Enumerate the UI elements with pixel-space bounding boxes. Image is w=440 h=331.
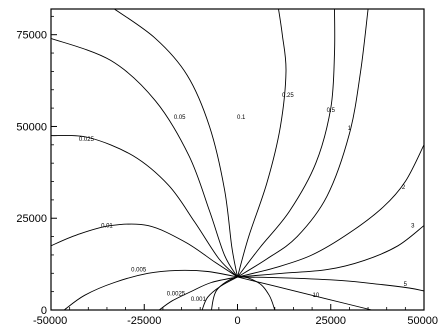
y-tick-label: 75000 [16, 30, 47, 42]
contour-label-0-01: 0.01 [101, 223, 113, 229]
plot-frame [50, 8, 425, 311]
contour-label-2: 2 [402, 185, 406, 191]
contour-line-10 [237, 276, 372, 310]
contour-label-0-025: 0.025 [79, 137, 95, 143]
contour-label-0-005: 0.005 [131, 267, 147, 273]
contour-labels-group: 0.001 0.0025 0.005 0.01 0.025 0.05 0.1 0.25 0.5 1… [79, 93, 415, 303]
near-source-curve [210, 276, 276, 310]
contour-label-5: 5 [404, 282, 408, 288]
contour-label-0-25: 0.25 [282, 93, 294, 99]
contour-line-0-01 [51, 223, 238, 278]
y-axis: 0 25000 50000 75000 [16, 15, 57, 317]
x-tick-label: -25000 [127, 315, 161, 327]
contour-line-0-05 [51, 37, 238, 278]
contour-line-0-0025 [158, 276, 238, 310]
contour-label-3: 3 [411, 223, 415, 229]
contour-label-1: 1 [348, 126, 352, 132]
y-tick-label: 0 [41, 305, 47, 317]
contour-line-0-25 [237, 9, 287, 278]
contour-line-2 [237, 144, 424, 278]
contour-line-0-1 [114, 9, 238, 278]
contour-line-0-5 [237, 9, 336, 278]
y-tick-label: 25000 [16, 213, 47, 225]
contour-label-0-1: 0.1 [237, 115, 246, 121]
contour-label-0-0025: 0.0025 [167, 291, 186, 297]
x-tick-label: 50000 [407, 315, 438, 327]
contour-line-3 [237, 225, 424, 278]
contour-line-0-005 [63, 269, 238, 310]
x-tick-label: -50000 [33, 315, 67, 327]
contour-line-0-025 [51, 134, 238, 278]
contour-label-0-05: 0.05 [174, 115, 186, 121]
x-tick-label: 25000 [315, 315, 346, 327]
x-axis: -50000 -25000 0 25000 50000 [33, 304, 438, 327]
contour-label-0-001: 0.001 [191, 297, 207, 303]
contour-label-10: 10 [312, 293, 319, 299]
contour-line-0-001 [201, 276, 238, 310]
contour-line-5 [237, 276, 424, 292]
y-tick-label: 50000 [16, 121, 47, 133]
x-tick-label: 0 [234, 315, 240, 327]
contour-label-0-5: 0.5 [327, 108, 336, 114]
contour-lines-group [51, 9, 424, 310]
contour-line-1 [237, 9, 369, 278]
